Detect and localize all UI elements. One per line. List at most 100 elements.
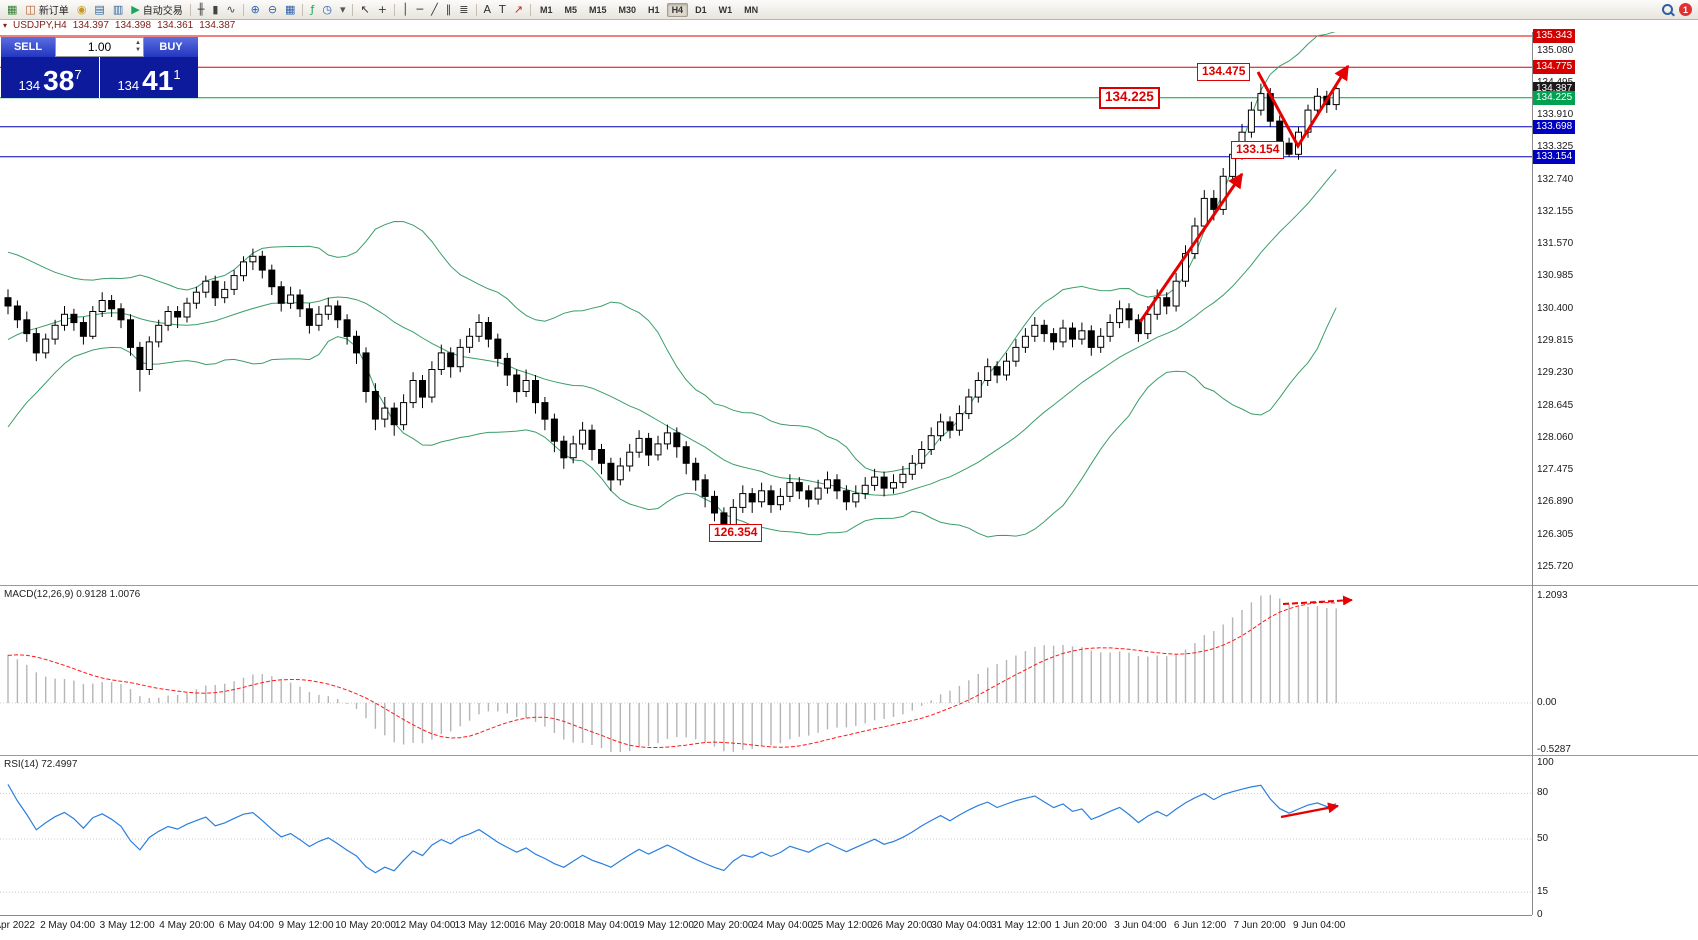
price-axis-border xyxy=(1532,32,1533,915)
time-axis-label: 4 May 20:00 xyxy=(159,920,215,931)
trendline-button[interactable]: ╱ xyxy=(427,1,442,19)
zoom-in-icon: ⊕ xyxy=(250,3,260,16)
rsi-axis-label: 80 xyxy=(1537,787,1549,799)
candlestick-series[interactable] xyxy=(4,83,1340,532)
macd-signal-line xyxy=(7,601,1337,748)
timeframe-h1-button[interactable]: H1 xyxy=(648,4,660,15)
price-panel[interactable] xyxy=(0,32,1532,585)
cursor-button[interactable]: ↖ xyxy=(356,1,373,19)
quote-high: 134.398 xyxy=(114,20,152,31)
time-axis-label: 3 May 12:00 xyxy=(99,920,155,931)
stepper-down-icon[interactable]: ▼ xyxy=(135,46,141,53)
zoom-out-icon: ⊖ xyxy=(267,3,278,16)
bollinger-middle[interactable] xyxy=(7,169,1337,496)
timeframe-d1-button[interactable]: D1 xyxy=(695,4,707,15)
macd-histogram xyxy=(7,594,1337,752)
panel-separator[interactable] xyxy=(0,585,1698,586)
new-chart-button[interactable]: ▦ xyxy=(3,1,21,19)
indicators-add-button[interactable]: ƒ xyxy=(306,1,318,19)
timeframe-m1-button[interactable]: M1 xyxy=(539,4,553,15)
horizontal-line-button[interactable]: ─ xyxy=(413,1,428,19)
buy-button[interactable]: BUY xyxy=(144,37,198,57)
price-callout-133.154[interactable]: 133.154 xyxy=(1231,141,1285,159)
sell-button[interactable]: SELL xyxy=(1,37,55,57)
price-axis-tick: 133.325 xyxy=(1537,141,1574,153)
price-axis-tick: 126.305 xyxy=(1537,528,1574,540)
timeframe-m30-button[interactable]: M30 xyxy=(618,4,637,15)
search-icon[interactable] xyxy=(1662,4,1673,15)
time-axis-label: 16 May 20:00 xyxy=(514,920,575,931)
main-toolbar: ▦ ◫ 新订单 ◉ ▤ ▥ ▶ 自动交易 ╫ ▮ ∿ ⊕ ⊖ ▦ ƒ ◷ ▾ ↖ + │ ─ ╱ ∥ ≣ A T ↗ M1 M5 M15… xyxy=(0,0,1698,20)
time-axis-label: 30 May 04:00 xyxy=(931,920,992,931)
drawn-trend-arrow[interactable] xyxy=(1138,172,1244,323)
autotrading-label: 自动交易 xyxy=(142,6,183,17)
mql-community-button[interactable]: ◉ xyxy=(73,1,91,19)
macd-panel[interactable] xyxy=(0,587,1532,755)
timeframe-m15-button[interactable]: M15 xyxy=(589,4,607,15)
price-callout-126.354[interactable]: 126.354 xyxy=(709,524,763,542)
zoom-in-button[interactable]: ⊕ xyxy=(247,1,264,19)
templates-button[interactable]: ▾ xyxy=(336,1,350,19)
channel-icon: ∥ xyxy=(445,3,452,16)
channel-button[interactable]: ∥ xyxy=(442,1,456,19)
panel-separator[interactable] xyxy=(0,755,1698,756)
time-axis-label: 25 May 12:00 xyxy=(812,920,873,931)
candles-mode-button[interactable]: ▮ xyxy=(208,1,222,19)
buy-price-pip: 1 xyxy=(173,67,181,82)
timeframe-h4-button[interactable]: H4 xyxy=(666,2,689,17)
price-callout-134.475[interactable]: 134.475 xyxy=(1197,63,1251,81)
arrows-tool-icon: ↗ xyxy=(513,3,523,16)
macd-label: MACD(12,26,9) 0.9128 1.0076 xyxy=(4,589,141,600)
stepper-up-icon[interactable]: ▲ xyxy=(135,40,141,46)
notification-badge[interactable]: 1 xyxy=(1679,3,1692,16)
rsi-panel[interactable] xyxy=(0,757,1532,915)
price-axis-tick: 130.985 xyxy=(1537,270,1574,282)
rsi-axis-label: 100 xyxy=(1537,757,1554,768)
price-axis-tick: 131.570 xyxy=(1537,238,1574,250)
drawn-trend-arrow[interactable] xyxy=(1256,64,1350,149)
price-callout-134.225[interactable]: 134.225 xyxy=(1099,87,1160,109)
mql-community-icon: ◉ xyxy=(76,3,87,16)
timeframe-mn-button[interactable]: MN xyxy=(744,4,759,15)
new-order-label: 新订单 xyxy=(38,6,69,17)
price-axis-marker-135.343: 135.343 xyxy=(1533,29,1576,43)
arrows-tool-button[interactable]: ↗ xyxy=(510,1,527,19)
line-mode-button[interactable]: ∿ xyxy=(222,1,239,19)
price-axis-tick: 126.890 xyxy=(1537,496,1574,508)
vertical-line-button[interactable]: │ xyxy=(398,1,413,19)
zoom-out-button[interactable]: ⊖ xyxy=(264,1,281,19)
new-order-button[interactable]: ◫ 新订单 xyxy=(21,1,72,19)
time-axis-label: 20 May 20:00 xyxy=(692,920,754,931)
crosshair-button[interactable]: + xyxy=(374,1,391,19)
price-axis-marker-134.225: 134.225 xyxy=(1533,90,1576,105)
bollinger-upper[interactable] xyxy=(7,32,1336,473)
price-axis-marker-134.775: 134.775 xyxy=(1533,60,1576,75)
macd-drawn-arrow[interactable] xyxy=(1282,595,1353,606)
chart-windows-button[interactable]: ▤ xyxy=(90,1,108,19)
market-watch-button[interactable]: ▥ xyxy=(109,1,127,19)
label-button[interactable]: T xyxy=(495,1,510,19)
volume-input[interactable]: 1.00 ▲ ▼ xyxy=(55,37,144,57)
chart-windows-icon: ▤ xyxy=(94,3,105,16)
collapse-icon[interactable]: ▾ xyxy=(3,21,8,30)
periods-icon: ◷ xyxy=(322,3,332,16)
volume-value: 1.00 xyxy=(87,40,112,54)
new-chart-icon: ▦ xyxy=(7,3,18,16)
tile-windows-button[interactable]: ▦ xyxy=(281,1,299,19)
sell-price[interactable]: 134 38 7 xyxy=(1,57,99,98)
rsi-drawn-arrow[interactable] xyxy=(1280,802,1340,819)
price-axis-tick: 135.080 xyxy=(1537,44,1574,56)
text-button[interactable]: A xyxy=(480,1,496,19)
timeframe-m5-button[interactable]: M5 xyxy=(564,4,578,15)
buy-price[interactable]: 134 41 1 xyxy=(100,57,198,98)
timeframe-w1-button[interactable]: W1 xyxy=(718,4,733,15)
toolbar-separator xyxy=(352,3,354,16)
bars-mode-button[interactable]: ╫ xyxy=(194,1,209,19)
periods-button[interactable]: ◷ xyxy=(318,1,336,19)
time-axis[interactable]: 29 Apr 2022 2 May 04:003 May 12:00 4 May 2… xyxy=(0,915,1532,940)
timeframe-button-group: M1 M5 M15 M30 H1 H4 D1 W1 MN xyxy=(534,2,764,17)
autotrading-button[interactable]: ▶ 自动交易 xyxy=(127,1,186,19)
fibonacci-button[interactable]: ≣ xyxy=(455,1,472,19)
volume-stepper[interactable]: ▲ ▼ xyxy=(135,40,141,54)
bollinger-lower[interactable] xyxy=(7,307,1337,538)
